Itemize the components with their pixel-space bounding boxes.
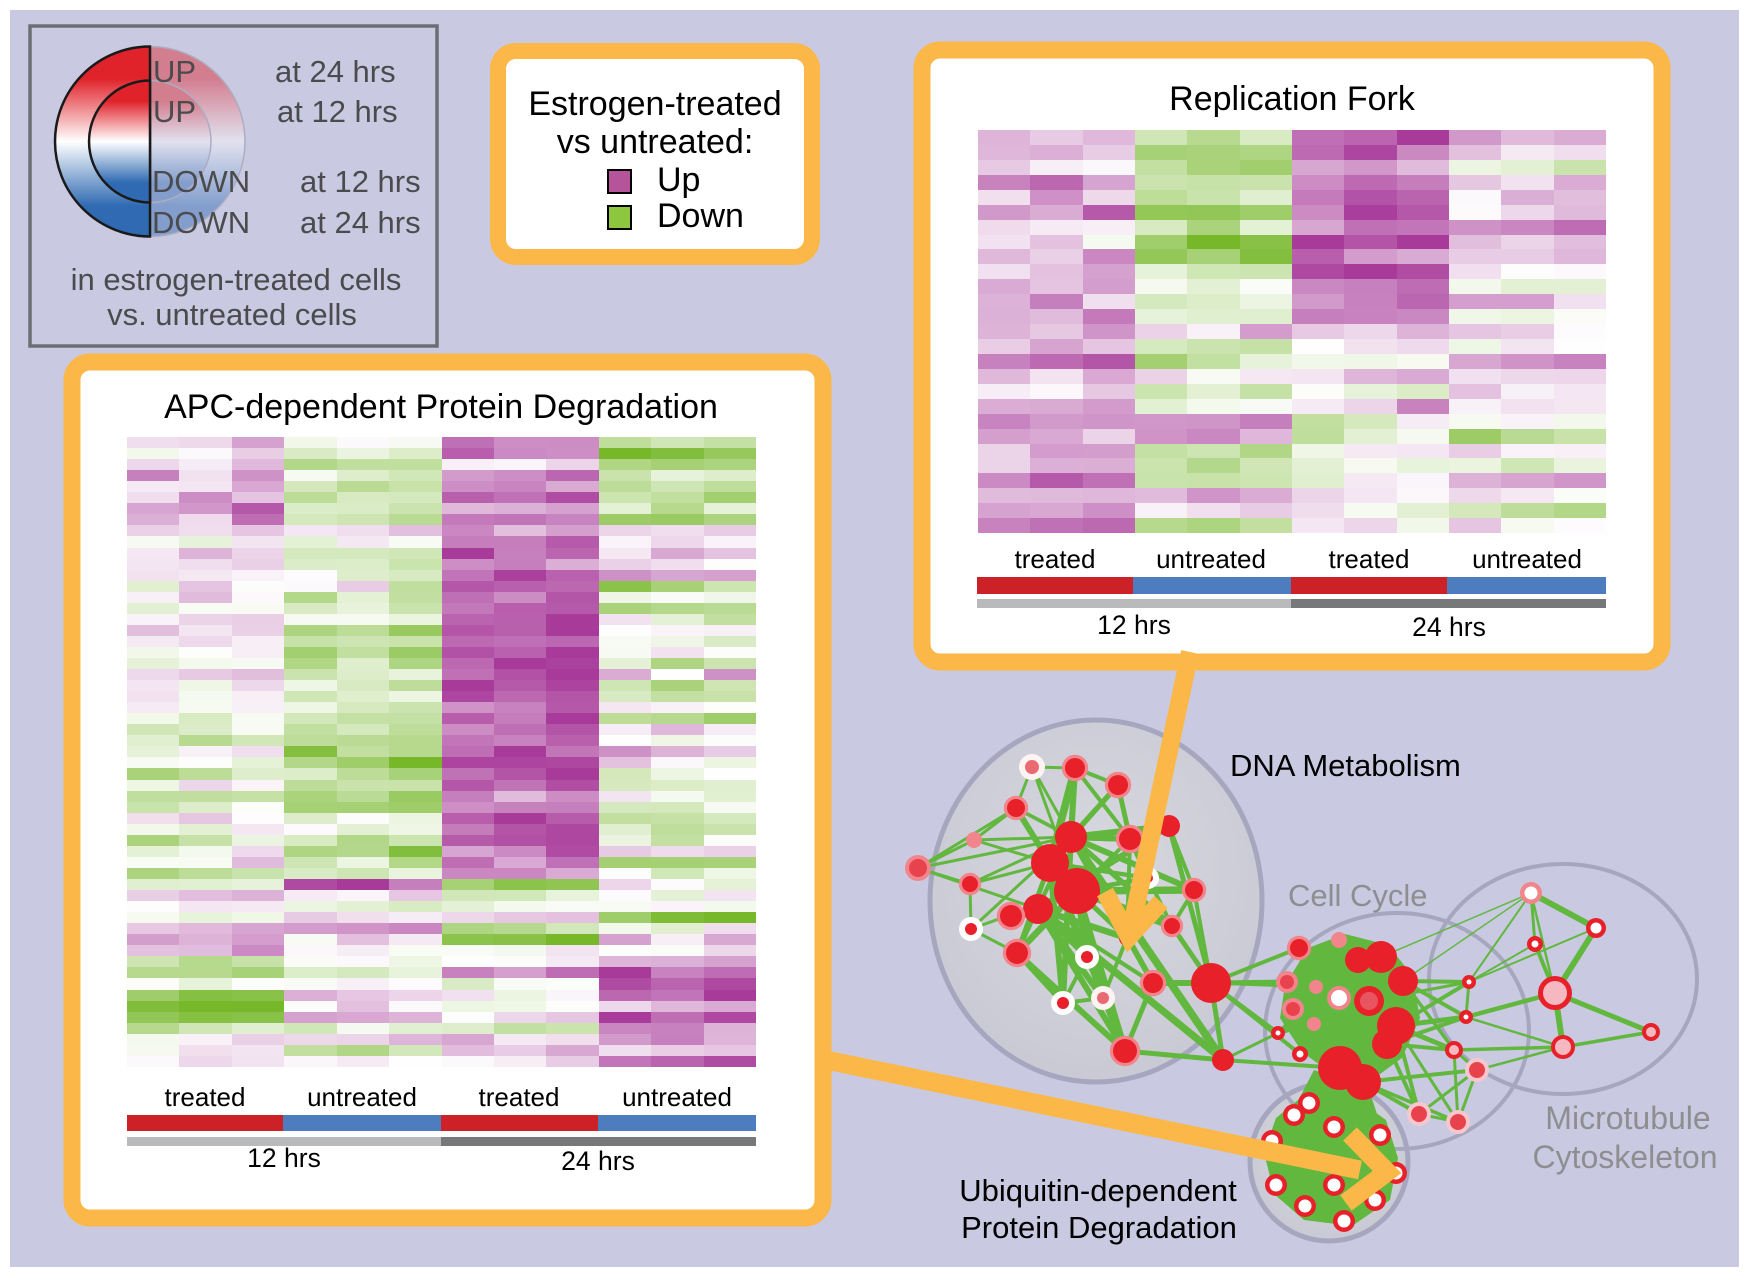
svg-text:Cell Cycle: Cell Cycle: [1288, 878, 1428, 913]
svg-text:DOWN: DOWN: [152, 164, 250, 199]
svg-text:DOWN: DOWN: [152, 205, 250, 240]
svg-text:at 12 hrs: at 12 hrs: [277, 94, 398, 129]
svg-text:UP: UP: [153, 54, 196, 89]
svg-text:APC-dependent Protein Degradat: APC-dependent Protein Degradation: [164, 388, 718, 426]
svg-text:untreated: untreated: [307, 1082, 417, 1112]
svg-text:at 24 hrs: at 24 hrs: [275, 54, 396, 89]
svg-text:DNA Metabolism: DNA Metabolism: [1230, 748, 1461, 783]
svg-text:untreated: untreated: [622, 1082, 732, 1112]
svg-text:treated: treated: [165, 1082, 246, 1112]
svg-text:Down: Down: [657, 197, 744, 235]
svg-text:Protein Degradation: Protein Degradation: [961, 1210, 1237, 1245]
svg-text:at 12 hrs: at 12 hrs: [300, 164, 421, 199]
svg-text:treated: treated: [479, 1082, 560, 1112]
svg-text:Cytoskeleton: Cytoskeleton: [1533, 1139, 1718, 1175]
svg-text:UP: UP: [153, 94, 196, 129]
svg-text:treated: treated: [1329, 544, 1410, 574]
svg-text:vs. untreated cells: vs. untreated cells: [107, 297, 357, 332]
svg-text:Ubiquitin-dependent: Ubiquitin-dependent: [959, 1173, 1237, 1208]
svg-text:Estrogen-treated: Estrogen-treated: [528, 85, 781, 123]
svg-text:untreated: untreated: [1156, 544, 1266, 574]
svg-text:in estrogen-treated cells: in estrogen-treated cells: [71, 262, 402, 297]
svg-text:24 hrs: 24 hrs: [561, 1146, 635, 1176]
svg-text:Microtubule: Microtubule: [1545, 1100, 1710, 1136]
svg-text:vs untreated:: vs untreated:: [557, 123, 754, 161]
svg-text:treated: treated: [1015, 544, 1096, 574]
svg-text:24 hrs: 24 hrs: [1412, 612, 1486, 642]
svg-text:12 hrs: 12 hrs: [1097, 610, 1171, 640]
svg-text:Replication Fork: Replication Fork: [1169, 80, 1416, 118]
svg-text:Up: Up: [657, 161, 700, 199]
svg-text:12 hrs: 12 hrs: [247, 1143, 321, 1173]
svg-text:at 24 hrs: at 24 hrs: [300, 205, 421, 240]
svg-text:untreated: untreated: [1472, 544, 1582, 574]
